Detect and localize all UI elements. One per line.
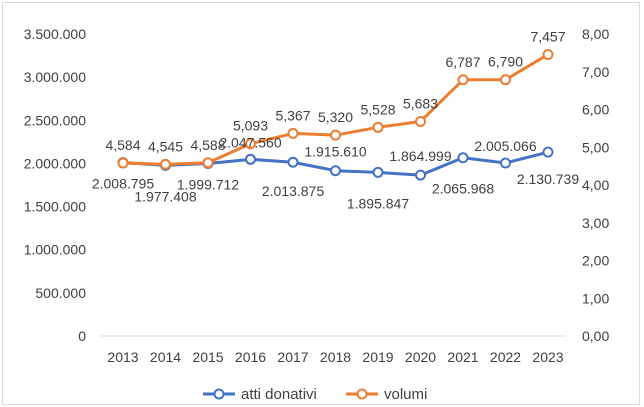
y-right-tick-label: 2,00 [582, 253, 609, 269]
data-label: 5,683 [403, 95, 438, 111]
data-point [542, 146, 554, 158]
data-label: 1.977.408 [134, 188, 196, 204]
data-point [415, 169, 426, 181]
data-label: 2.005.066 [474, 138, 536, 154]
data-label: 5,093 [233, 118, 268, 134]
x-tick-label: 2013 [107, 349, 138, 365]
data-label: 2.047.560 [219, 134, 281, 150]
data-point [202, 157, 214, 169]
data-point [542, 48, 554, 60]
x-tick-label: 2018 [320, 349, 351, 365]
x-tick-label: 2021 [447, 349, 478, 365]
data-label: 2.065.968 [432, 181, 494, 197]
data-point [457, 74, 469, 86]
data-label: 6,790 [488, 54, 523, 70]
legend-swatch-marker [213, 388, 225, 400]
x-tick-label: 2020 [405, 349, 436, 365]
legend-swatch-marker [356, 388, 368, 400]
data-point [330, 165, 341, 177]
y-left-tick-label: 1.000.000 [24, 242, 86, 258]
y-right-tick-label: 0,00 [582, 328, 609, 344]
y-left-tick-label: 500.000 [35, 285, 86, 301]
legend-entry-label: atti donativi [241, 386, 317, 403]
data-point [500, 157, 511, 169]
data-point [287, 127, 299, 139]
data-label: 5,320 [318, 109, 353, 125]
data-point [372, 121, 384, 133]
data-label: 1.999.712 [177, 176, 239, 192]
data-label: 2.013.875 [262, 183, 324, 199]
data-label: 6,787 [445, 54, 480, 70]
data-point [245, 138, 256, 150]
data-point [457, 152, 469, 164]
data-point [415, 115, 426, 127]
x-tick-label: 2017 [277, 349, 308, 365]
data-label: 7,457 [530, 28, 565, 44]
y-left-tick-label: 3.000.000 [24, 69, 86, 85]
legend-entry-label: volumi [384, 386, 427, 403]
x-tick-label: 2022 [490, 349, 521, 365]
data-label: 4,584 [105, 137, 140, 153]
data-label: 1.915.610 [304, 144, 366, 160]
y-left-tick-label: 1.500.000 [24, 199, 86, 215]
x-tick-label: 2019 [362, 349, 393, 365]
y-right-tick-label: 1,00 [582, 290, 609, 306]
data-label: 4,588 [190, 137, 225, 153]
data-label: 2.008.795 [92, 176, 154, 192]
y-left-tick-label: 3.500.000 [24, 26, 86, 42]
y-left-tick-label: 2.000.000 [24, 155, 86, 171]
data-label: 1.864.999 [389, 148, 451, 164]
data-label: 5,367 [275, 107, 310, 123]
data-point [117, 157, 129, 169]
x-tick-label: 2014 [150, 349, 181, 365]
y-left-tick-label: 2.500.000 [24, 112, 86, 128]
data-point [160, 158, 171, 170]
y-right-tick-label: 6,00 [582, 102, 609, 118]
data-point [500, 74, 511, 86]
y-left-tick-label: 0 [78, 328, 86, 344]
y-right-tick-label: 5,00 [582, 139, 609, 155]
data-label: 2.130.739 [517, 171, 579, 187]
data-label: 4,545 [148, 138, 183, 154]
y-right-tick-label: 8,00 [582, 26, 609, 42]
y-right-tick-label: 7,00 [582, 64, 609, 80]
data-point [330, 129, 341, 141]
x-tick-label: 2015 [192, 349, 223, 365]
y-right-tick-label: 4,00 [582, 177, 609, 193]
data-point [372, 166, 384, 178]
y-right-tick-label: 3,00 [582, 215, 609, 231]
x-tick-label: 2016 [235, 349, 266, 365]
data-label: 5,528 [360, 101, 395, 117]
data-point [245, 153, 256, 165]
data-label: 1.895.847 [347, 195, 409, 211]
data-point [287, 156, 299, 168]
x-tick-label: 2023 [532, 349, 563, 365]
